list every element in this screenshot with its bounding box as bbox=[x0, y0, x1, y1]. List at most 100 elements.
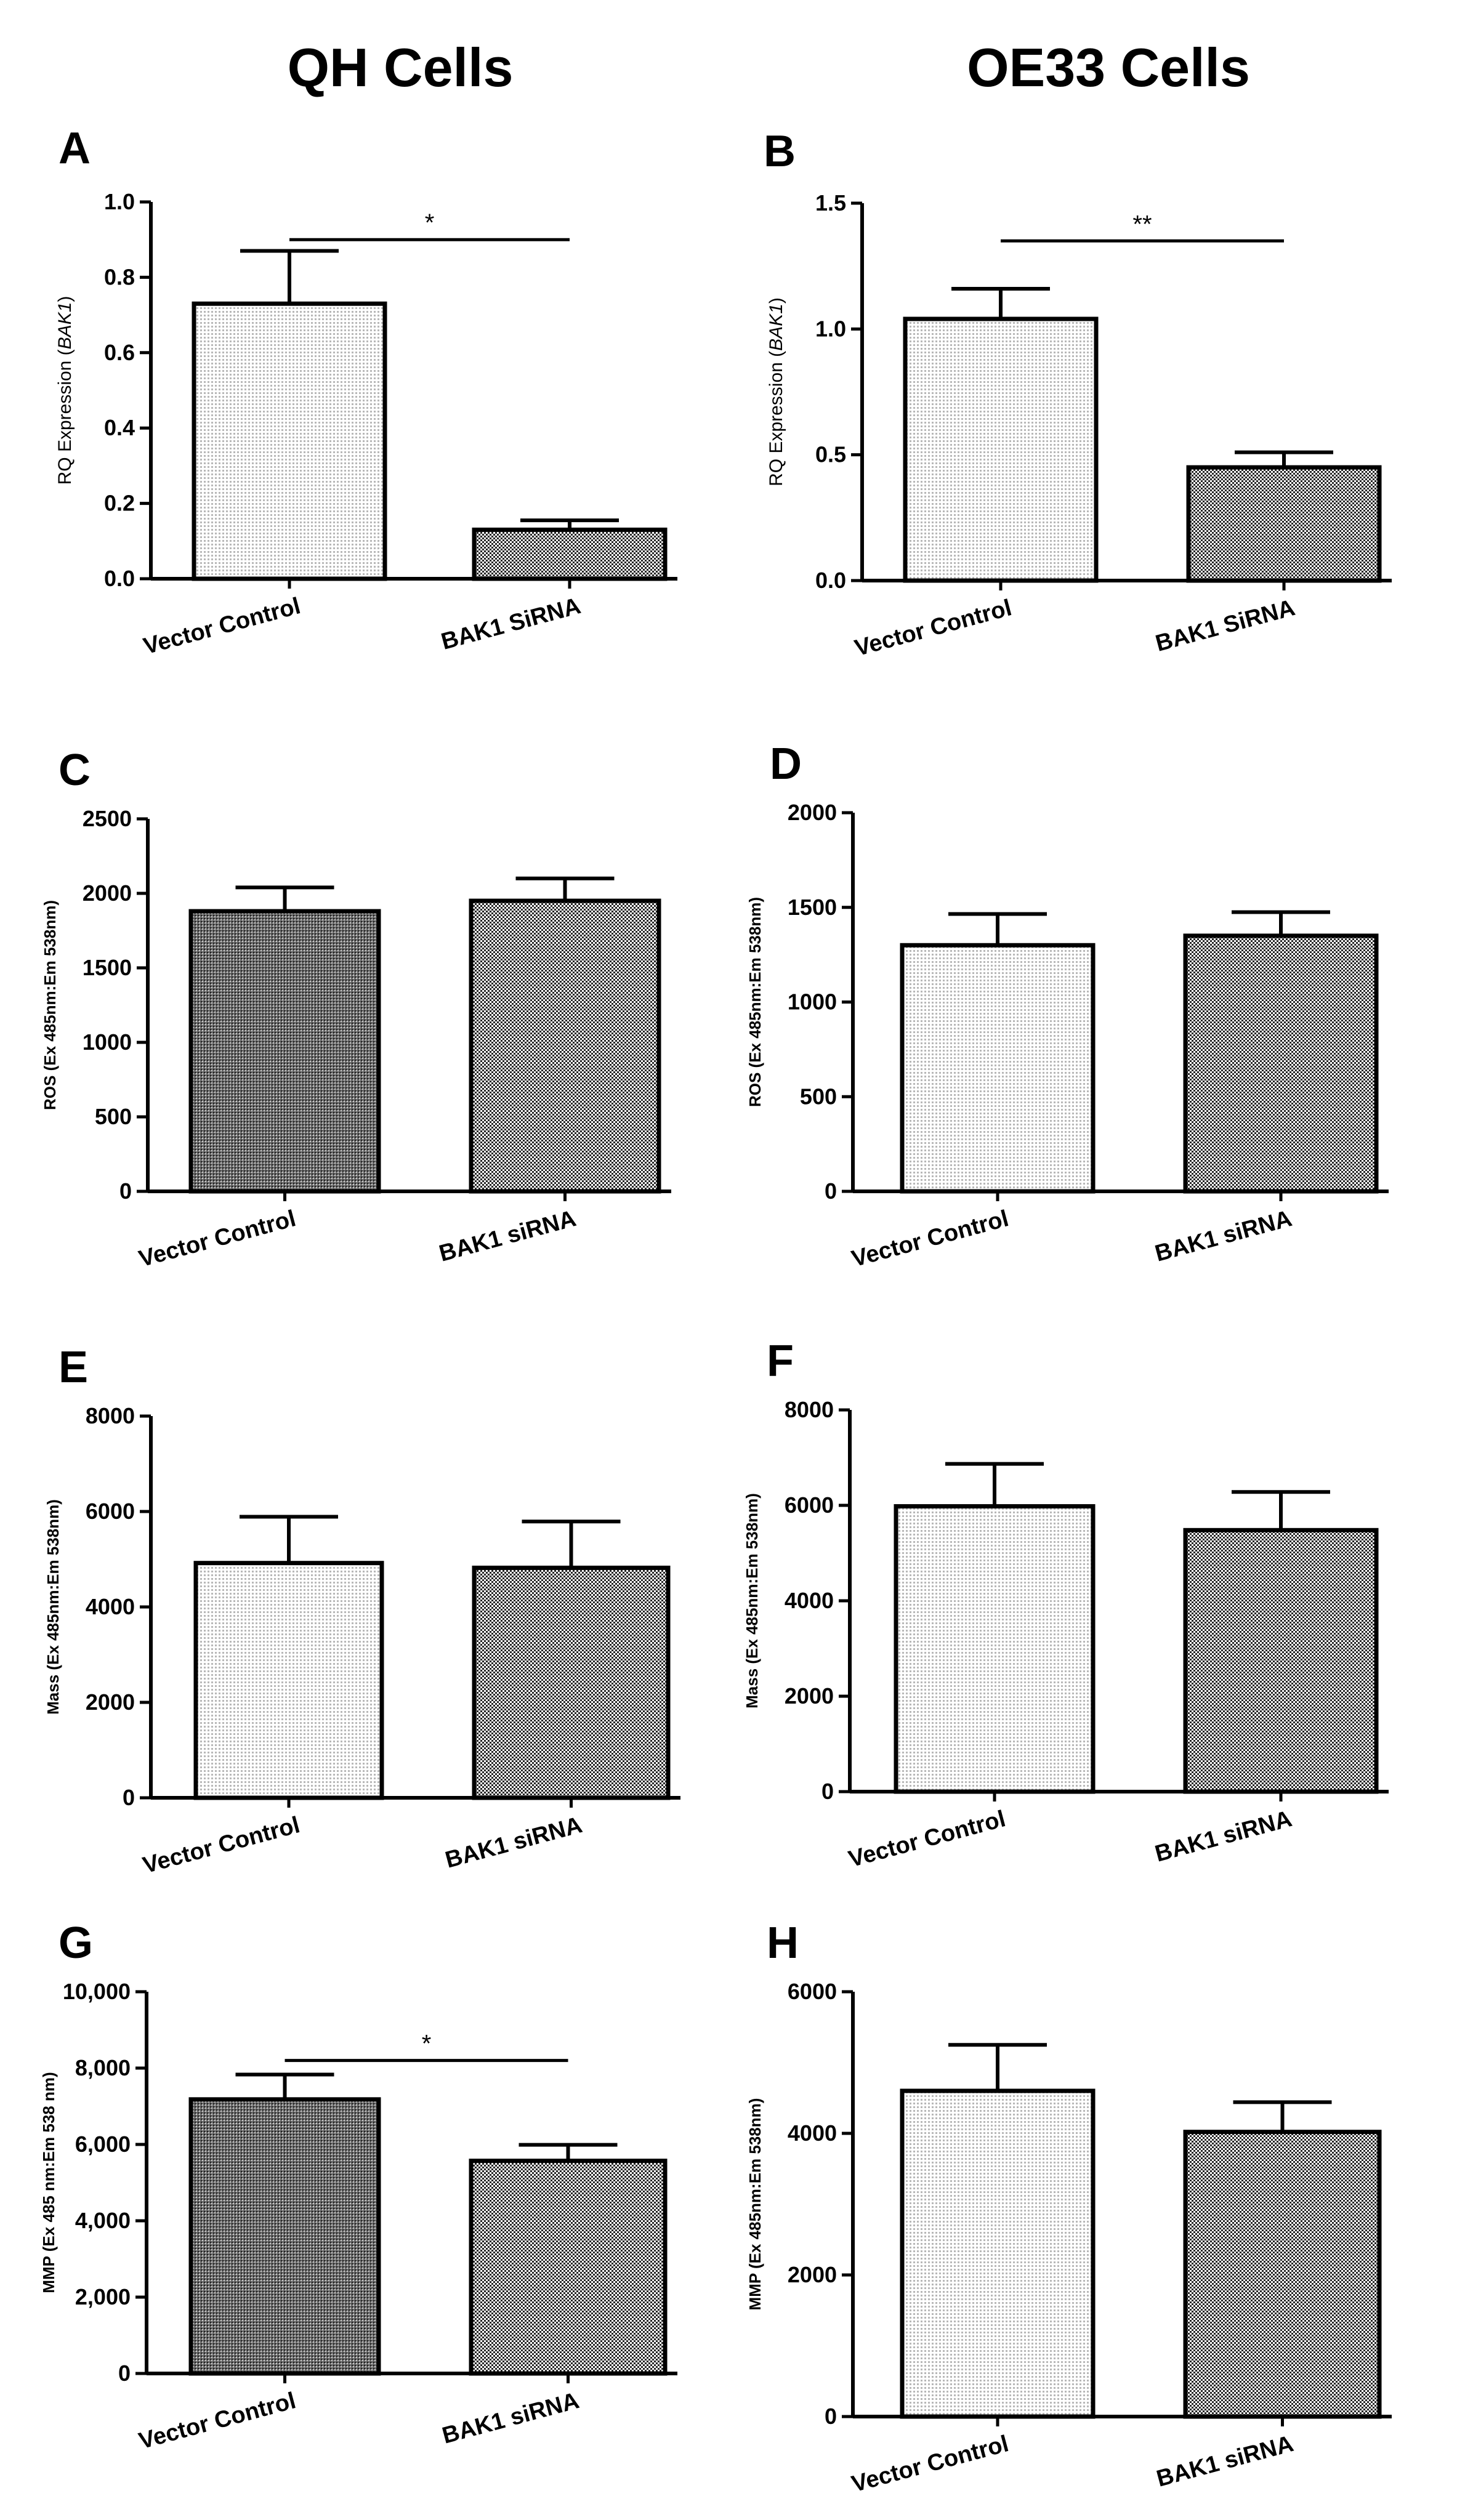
x-category-label: BAK1 SiRNA bbox=[438, 593, 583, 655]
chart-panel-c: C 0 500 1000 1500 2000 2500 ROS (Ex 485nm:Em 53… bbox=[41, 746, 671, 1272]
y-axis-label: MMP (Ex 485nm:Em 538nm) bbox=[746, 2098, 764, 2311]
y-tick-label: 2,000 bbox=[75, 2284, 131, 2309]
y-tick-label: 2000 bbox=[86, 1689, 135, 1715]
y-tick-label: 6000 bbox=[86, 1499, 135, 1524]
y-tick-label: 1.0 bbox=[815, 316, 846, 341]
y-axis-label: RQ Expression (BAK1) bbox=[55, 296, 75, 485]
x-category-label: Vector Control bbox=[852, 595, 1015, 661]
bar-bak1-sirna bbox=[472, 1565, 671, 1800]
bar-bak1-sirna bbox=[1183, 2130, 1382, 2419]
bar-bak1-sirna bbox=[469, 898, 661, 1194]
error-bar bbox=[519, 2143, 618, 2161]
y-axis-label: RQ Expression (BAK1) bbox=[766, 297, 786, 486]
y-tick-label: 1.0 bbox=[104, 189, 135, 214]
y-tick-label: 1000 bbox=[83, 1029, 132, 1055]
x-category-label: Vector Control bbox=[849, 1206, 1012, 1272]
y-tick-label: 0 bbox=[825, 2404, 837, 2429]
y-tick-label: 500 bbox=[800, 1084, 837, 1109]
bar-bak1-sirna bbox=[469, 2159, 668, 2376]
y-tick-label: 8,000 bbox=[75, 2055, 131, 2080]
y-tick-label: 0.8 bbox=[104, 264, 135, 289]
chart-panels: A 0.0 0.2 0.4 0.6 0.8 1.0 RQ Expression (BAK1) V… bbox=[39, 124, 1392, 2497]
error-bar bbox=[951, 286, 1050, 319]
y-tick-label: 4000 bbox=[788, 2120, 837, 2146]
bar-vector-control bbox=[193, 1561, 384, 1800]
bar-vector-control bbox=[188, 909, 381, 1194]
chart-panel-f: F 0 2000 4000 6000 8000 Mass (Ex 485nm:Em 538n… bbox=[743, 1337, 1389, 1872]
y-tick-label: 4,000 bbox=[75, 2208, 131, 2233]
y-tick-label: 2000 bbox=[83, 880, 132, 906]
x-category-label: BAK1 siRNA bbox=[443, 1812, 585, 1874]
error-bar bbox=[948, 912, 1047, 946]
column-title-right: OE33 Cells bbox=[967, 37, 1250, 98]
significance-label: * bbox=[425, 209, 435, 236]
error-bar bbox=[1232, 910, 1330, 936]
bar-bak1-sirna bbox=[1183, 933, 1379, 1194]
column-title-left: QH Cells bbox=[288, 37, 514, 98]
y-tick-label: 2500 bbox=[83, 806, 132, 831]
y-tick-label: 2000 bbox=[788, 2262, 837, 2287]
bar-bak1-sirna bbox=[1183, 1528, 1379, 1794]
y-tick-label: 6000 bbox=[785, 1492, 834, 1518]
error-bar bbox=[522, 1520, 621, 1568]
y-tick-label: 0.5 bbox=[815, 442, 846, 467]
error-bar bbox=[948, 2043, 1047, 2091]
panel-label: F bbox=[767, 1337, 794, 1386]
x-category-label: BAK1 siRNA bbox=[1152, 1806, 1294, 1867]
bar-bak1-sirna bbox=[1186, 465, 1382, 583]
y-axis-label: MMP (Ex 485 nm:Em 538 nm) bbox=[39, 2072, 58, 2293]
x-category-label: BAK1 SiRNA bbox=[1153, 595, 1298, 657]
x-category-label: Vector Control bbox=[136, 1206, 299, 1272]
chart-panel-a: A 0.0 0.2 0.4 0.6 0.8 1.0 RQ Expression (BAK1) V… bbox=[55, 124, 677, 659]
panel-label: C bbox=[59, 746, 91, 795]
x-category-label: Vector Control bbox=[849, 2431, 1012, 2497]
chart-panel-g: G 0 2,000 4,000 6,000 8,000 10,000 MMP (Ex 485 … bbox=[39, 1918, 677, 2454]
error-bar bbox=[240, 1515, 338, 1563]
bar-vector-control bbox=[894, 1504, 1096, 1794]
y-tick-label: 0 bbox=[119, 1178, 132, 1204]
panel-label: B bbox=[764, 127, 796, 176]
error-bar bbox=[235, 885, 334, 912]
y-axis-label: ROS (Ex 485nm:Em 538nm) bbox=[41, 900, 59, 1110]
y-tick-label: 0.6 bbox=[104, 340, 135, 365]
y-tick-label: 8000 bbox=[86, 1403, 135, 1428]
x-category-label: Vector Control bbox=[136, 2388, 299, 2454]
y-tick-label: 0 bbox=[825, 1178, 837, 1204]
bar-vector-control bbox=[188, 2097, 381, 2376]
chart-panel-e: E 0 2000 4000 6000 8000 Mass (Ex 485nm:Em 538n… bbox=[44, 1343, 680, 1878]
y-tick-label: 6,000 bbox=[75, 2132, 131, 2157]
significance-label: * bbox=[422, 2031, 432, 2058]
x-category-label: BAK1 siRNA bbox=[437, 1206, 579, 1267]
y-tick-label: 8000 bbox=[785, 1397, 834, 1422]
panel-label: A bbox=[59, 124, 91, 173]
y-axis-label: ROS (Ex 485nm:Em 538nm) bbox=[746, 897, 764, 1107]
y-tick-label: 1000 bbox=[788, 989, 837, 1015]
y-tick-label: 0.0 bbox=[815, 568, 846, 593]
bar-vector-control bbox=[900, 2088, 1096, 2419]
y-tick-label: 4000 bbox=[86, 1594, 135, 1619]
significance-label: ** bbox=[1132, 211, 1152, 238]
y-tick-label: 500 bbox=[95, 1104, 132, 1129]
y-tick-label: 2000 bbox=[788, 800, 837, 825]
x-category-label: BAK1 siRNA bbox=[440, 2388, 582, 2449]
error-bar bbox=[520, 518, 619, 530]
bar-bak1-sirna bbox=[472, 527, 668, 581]
y-axis-label: Mass (Ex 485nm:Em 538nm) bbox=[743, 1493, 761, 1709]
x-category-label: Vector Control bbox=[140, 1812, 303, 1878]
y-tick-label: 10,000 bbox=[63, 1979, 131, 2004]
error-bar bbox=[945, 1462, 1044, 1507]
y-tick-label: 4000 bbox=[785, 1588, 834, 1613]
bar-vector-control bbox=[900, 943, 1096, 1194]
y-tick-label: 1.5 bbox=[815, 190, 846, 215]
y-tick-label: 2000 bbox=[785, 1683, 834, 1709]
chart-panel-h: H 0 2000 4000 6000 MMP (Ex 485nm:Em 538nm) Vec… bbox=[746, 1918, 1392, 2497]
y-tick-label: 1500 bbox=[788, 895, 837, 920]
y-tick-label: 0.0 bbox=[104, 566, 135, 591]
y-axis-label: Mass (Ex 485nm:Em 538nm) bbox=[44, 1499, 62, 1715]
panel-label: E bbox=[59, 1343, 88, 1392]
chart-panel-d: D 0 500 1000 1500 2000 ROS (Ex 485nm:Em 538nm)… bbox=[746, 739, 1389, 1272]
error-bar bbox=[515, 876, 615, 901]
y-tick-label: 0 bbox=[123, 1785, 135, 1810]
bar-vector-control bbox=[192, 301, 387, 581]
